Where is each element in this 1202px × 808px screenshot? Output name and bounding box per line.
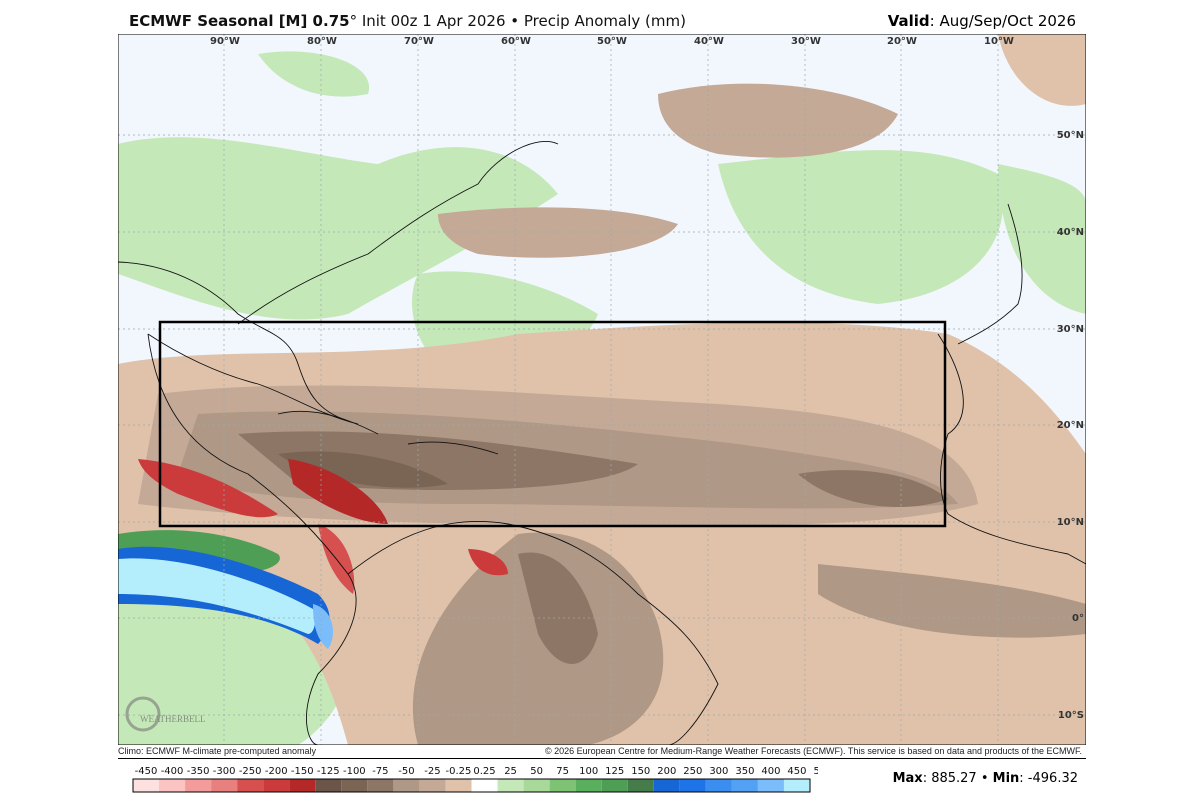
min-label: Min bbox=[992, 771, 1020, 786]
title-model: ECMWF Seasonal [M] 0.75 bbox=[129, 12, 350, 30]
colorbar-swatch bbox=[731, 779, 758, 792]
colorbar-label: -150 bbox=[291, 766, 314, 777]
colorbar-label: 0.25 bbox=[473, 766, 495, 777]
colorbar-swatch bbox=[627, 779, 654, 792]
colorbar-label: -25 bbox=[424, 766, 440, 777]
colorbar-swatch bbox=[523, 779, 550, 792]
colorbar-swatch bbox=[341, 779, 368, 792]
colorbar-swatch bbox=[575, 779, 602, 792]
colorbar-label: 75 bbox=[556, 766, 569, 777]
lat-label: 20°N bbox=[1057, 420, 1084, 431]
colorbar-label: 250 bbox=[683, 766, 702, 777]
colorbar-swatch bbox=[705, 779, 732, 792]
colorbar-label: 300 bbox=[709, 766, 728, 777]
valid-period: Valid: Aug/Sep/Oct 2026 bbox=[888, 12, 1076, 30]
colorbar-swatch bbox=[497, 779, 524, 792]
min-value: : -496.32 bbox=[1019, 771, 1078, 786]
copyright-note: © 2026 European Centre for Medium-Range … bbox=[544, 746, 1082, 756]
colorbar-label: 350 bbox=[735, 766, 754, 777]
colorbar-swatch bbox=[159, 779, 186, 792]
colorbar-label: 25 bbox=[504, 766, 517, 777]
colorbar-label: 150 bbox=[631, 766, 650, 777]
colorbar-label: -200 bbox=[265, 766, 288, 777]
precip-anomaly-map: 90°W 80°W 70°W 60°W 50°W 40°W 30°W 20°W … bbox=[118, 34, 1086, 745]
valid-value: : Aug/Sep/Oct 2026 bbox=[929, 12, 1076, 30]
colorbar-swatch bbox=[237, 779, 264, 792]
lat-label: 10°S bbox=[1058, 710, 1084, 721]
colorbar-label: 400 bbox=[761, 766, 780, 777]
lon-labels: 90°W 80°W 70°W 60°W 50°W 40°W 30°W 20°W … bbox=[210, 36, 1014, 47]
lat-label: 40°N bbox=[1057, 227, 1084, 238]
climo-note: Climo: ECMWF M-climate pre-computed anom… bbox=[118, 746, 317, 756]
colorbar-swatch bbox=[263, 779, 290, 792]
colorbar-swatch bbox=[419, 779, 446, 792]
colorbar-swatch bbox=[315, 779, 342, 792]
lon-label: 60°W bbox=[501, 36, 531, 47]
colorbar-swatch bbox=[471, 779, 498, 792]
weatherbell-logo: WEATHERBELL bbox=[125, 696, 206, 732]
colorbar-swatch bbox=[679, 779, 706, 792]
colorbar-label: 100 bbox=[579, 766, 598, 777]
lon-label: 70°W bbox=[404, 36, 434, 47]
lon-label: 20°W bbox=[887, 36, 917, 47]
lat-label: 10°N bbox=[1057, 517, 1084, 528]
colorbar-label: -250 bbox=[239, 766, 262, 777]
title-degree: ° bbox=[349, 12, 358, 30]
max-value: : 885.27 • bbox=[922, 771, 993, 786]
colorbar-label: -0.25 bbox=[446, 766, 472, 777]
max-label: Max bbox=[892, 771, 923, 786]
lon-label: 10°W bbox=[984, 36, 1014, 47]
footer-divider bbox=[118, 758, 1086, 759]
coastlines bbox=[118, 140, 1086, 745]
max-min-stats: Max: 885.27 • Min: -496.32 bbox=[893, 771, 1078, 786]
colorbar-swatch bbox=[185, 779, 212, 792]
valid-label: Valid bbox=[887, 12, 930, 30]
colorbar-label: 200 bbox=[657, 766, 676, 777]
colorbar-label: -450 bbox=[135, 766, 158, 777]
lon-label: 30°W bbox=[791, 36, 821, 47]
colorbar-swatch bbox=[757, 779, 784, 792]
colorbar-label: -75 bbox=[372, 766, 388, 777]
lon-label: 90°W bbox=[210, 36, 240, 47]
colorbar-label: 125 bbox=[605, 766, 624, 777]
lon-label: 80°W bbox=[307, 36, 337, 47]
colorbar-label: 50 bbox=[530, 766, 543, 777]
lat-label: 50°N bbox=[1057, 130, 1084, 141]
colorbar-label: -125 bbox=[317, 766, 340, 777]
lat-labels: 50°N 40°N 30°N 20°N 10°N 0° 10°S bbox=[1057, 130, 1084, 721]
colorbar-label: -400 bbox=[161, 766, 184, 777]
colorbar-label: 500 bbox=[813, 766, 818, 777]
colorbar-label: -100 bbox=[343, 766, 366, 777]
colorbar-swatch bbox=[211, 779, 238, 792]
graticule bbox=[118, 34, 1086, 745]
colorbar-swatch bbox=[653, 779, 680, 792]
colorbar-label: -350 bbox=[187, 766, 210, 777]
colorbar-label: -50 bbox=[398, 766, 414, 777]
colorbar: -450 -400 -350 -300 -250 -200 -150 -125 -100 -75-… bbox=[132, 766, 818, 793]
svg-text:WEATHERBELL: WEATHERBELL bbox=[140, 714, 206, 724]
lat-label: 30°N bbox=[1057, 324, 1084, 335]
colorbar-swatch bbox=[289, 779, 316, 792]
colorbar-label: -300 bbox=[213, 766, 236, 777]
lat-label: 0° bbox=[1072, 613, 1084, 624]
colorbar-swatch bbox=[783, 779, 810, 792]
highlight-box bbox=[158, 320, 947, 528]
colorbar-swatch bbox=[549, 779, 576, 792]
colorbar-label: 450 bbox=[787, 766, 806, 777]
colorbar-swatch bbox=[393, 779, 420, 792]
colorbar-swatch bbox=[601, 779, 628, 792]
colorbar-swatch bbox=[367, 779, 394, 792]
lon-label: 50°W bbox=[597, 36, 627, 47]
colorbar-swatch bbox=[445, 779, 472, 792]
title-description: Init 00z 1 Apr 2026 • Precip Anomaly (mm… bbox=[357, 12, 686, 30]
lon-label: 40°W bbox=[694, 36, 724, 47]
colorbar-border bbox=[132, 778, 811, 793]
map-title: ECMWF Seasonal [M] 0.75° Init 00z 1 Apr … bbox=[129, 12, 686, 30]
colorbar-swatch bbox=[133, 779, 160, 792]
